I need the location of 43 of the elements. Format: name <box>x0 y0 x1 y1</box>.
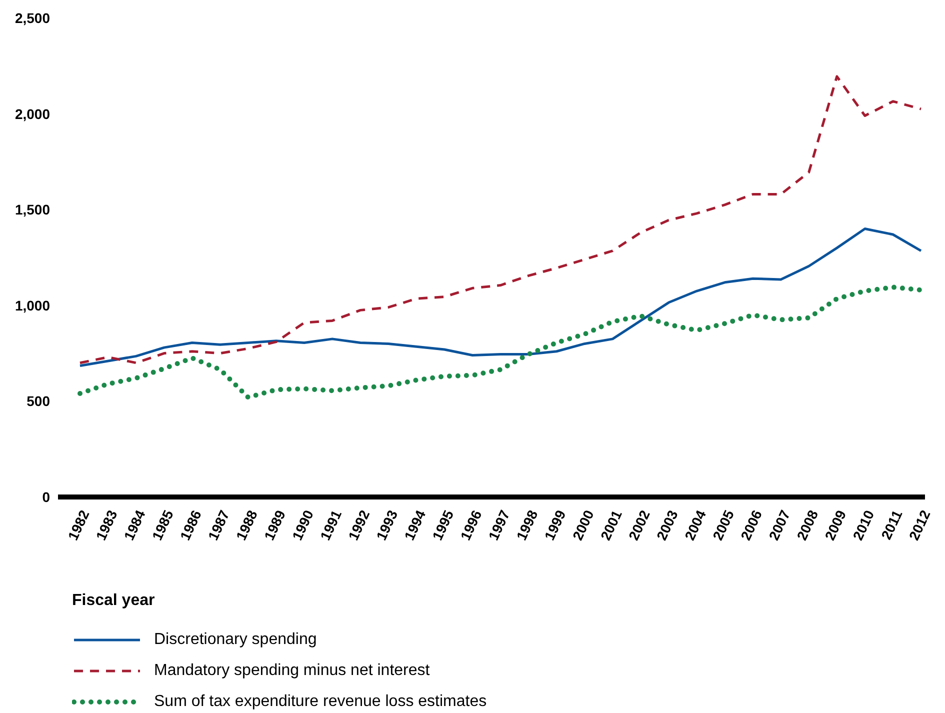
line-series <box>78 228 922 368</box>
y-tick-label: 1,500 <box>14 202 50 218</box>
x-tick-label: 2012 <box>906 507 934 543</box>
x-tick-label: 1998 <box>513 507 541 543</box>
x-tick-label: 2007 <box>765 507 794 543</box>
x-tick-label: 2008 <box>793 507 822 543</box>
x-tick-label: 1997 <box>485 507 513 543</box>
x-tick-label: 2002 <box>625 507 654 543</box>
x-tick-label: 1987 <box>204 507 233 543</box>
y-tick-label: 500 <box>26 393 50 410</box>
x-tick-label: 1995 <box>429 507 457 543</box>
x-tick-label: 2010 <box>850 507 878 543</box>
x-tick-label: 1983 <box>92 507 120 543</box>
x-tick-label: 1986 <box>176 507 204 543</box>
x-tick-label: 2000 <box>569 507 597 543</box>
x-tick-label: 1993 <box>372 507 401 543</box>
legend-label: Mandatory spending minus net interest <box>154 662 430 680</box>
y-tick-label: 0 <box>42 488 50 505</box>
legend-label: Discretionary spending <box>154 630 317 648</box>
y-tick-label: 2,000 <box>14 106 50 122</box>
x-tick-label: 2003 <box>653 507 682 543</box>
y-tick-label: 2,500 <box>14 10 50 26</box>
x-tick-label: 1994 <box>400 507 429 543</box>
x-tick-label: 2009 <box>821 507 850 543</box>
y-tick-label: 1,000 <box>14 297 50 314</box>
x-tick-label: 1985 <box>148 507 176 543</box>
x-axis-title: Fiscal year <box>71 592 156 610</box>
x-tick-label: 1990 <box>288 507 317 543</box>
x-tick-label: 1982 <box>64 507 92 543</box>
x-tick-label: 2004 <box>681 507 710 543</box>
x-tick-label: 1988 <box>232 507 261 543</box>
x-tick-label: 1989 <box>260 507 289 543</box>
x-tick-label: 1996 <box>457 507 485 543</box>
x-tick-label: 1991 <box>316 507 345 543</box>
x-tick-label: 1992 <box>344 507 373 543</box>
x-tick-label: 2001 <box>597 507 625 543</box>
x-tick-label: 2011 <box>878 507 906 542</box>
x-tick-label: 2006 <box>737 507 766 543</box>
x-tick-label: 1999 <box>541 507 569 543</box>
x-tick-label: 2005 <box>709 507 738 543</box>
line-series <box>78 75 922 364</box>
legend-label: Sum of tax expenditure revenue loss estimates <box>154 692 487 710</box>
x-tick-label: 1984 <box>120 507 148 543</box>
